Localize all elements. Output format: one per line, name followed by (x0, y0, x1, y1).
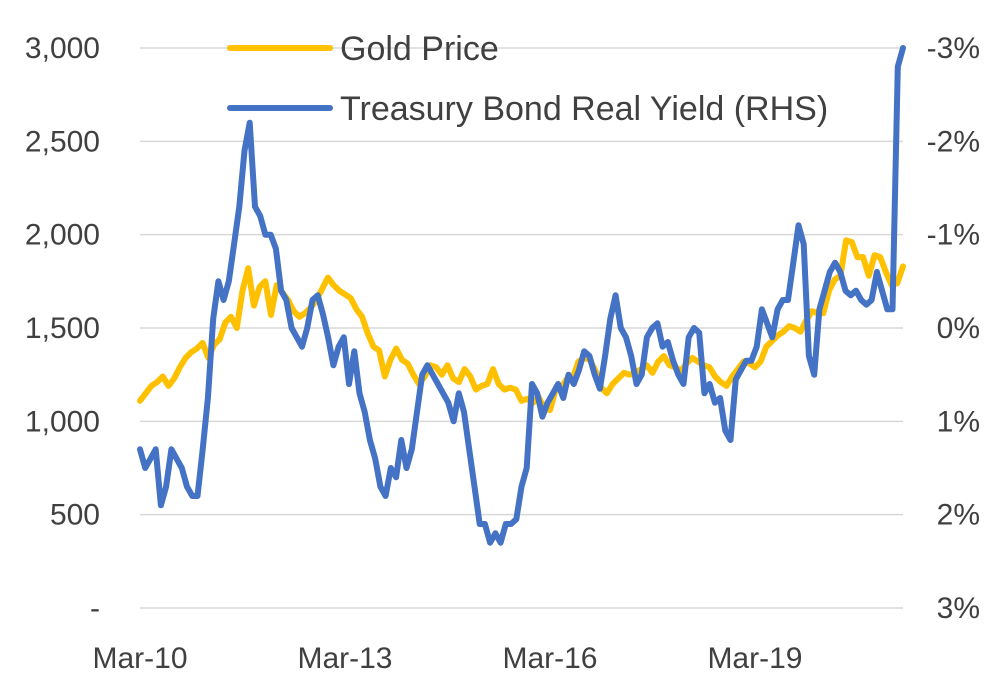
x-axis: Mar-10 Mar-13 Mar-16 Mar-19 (92, 642, 802, 675)
left-tick-label: 3,000 (25, 32, 100, 65)
left-tick-label: 1,500 (25, 312, 100, 345)
left-tick-label: - (90, 592, 100, 625)
right-tick-label: -2% (927, 125, 980, 158)
left-axis: - 500 1,000 1,500 2,000 2,500 3,000 (25, 32, 100, 625)
x-tick-label: Mar-19 (707, 642, 802, 675)
right-tick-label: 3% (937, 592, 980, 625)
legend-item-gold: Gold Price (227, 30, 499, 68)
right-tick-label: 1% (937, 405, 980, 438)
right-tick-label: 2% (937, 499, 980, 532)
right-tick-label: 0% (937, 312, 980, 345)
left-tick-label: 2,000 (25, 219, 100, 252)
right-axis: 3% 2% 1% 0% -1% -2% -3% (927, 32, 980, 625)
legend-label-yield: Treasury Bond Real Yield (RHS) (340, 90, 828, 128)
x-tick-label: Mar-16 (502, 642, 597, 675)
x-tick-label: Mar-13 (297, 642, 392, 675)
legend: Gold Price Treasury Bond Real Yield (RHS… (227, 30, 828, 128)
left-tick-label: 2,500 (25, 125, 100, 158)
x-tick-label: Mar-10 (92, 642, 187, 675)
real-yield-line (137, 45, 906, 546)
left-tick-label: 500 (50, 499, 100, 532)
left-tick-label: 1,000 (25, 405, 100, 438)
legend-item-yield: Treasury Bond Real Yield (RHS) (227, 90, 828, 128)
legend-label-gold: Gold Price (340, 30, 499, 68)
right-tick-label: -1% (927, 219, 980, 252)
right-tick-label: -3% (927, 32, 980, 65)
gold-price-line (137, 237, 906, 414)
series-lines (137, 45, 906, 546)
